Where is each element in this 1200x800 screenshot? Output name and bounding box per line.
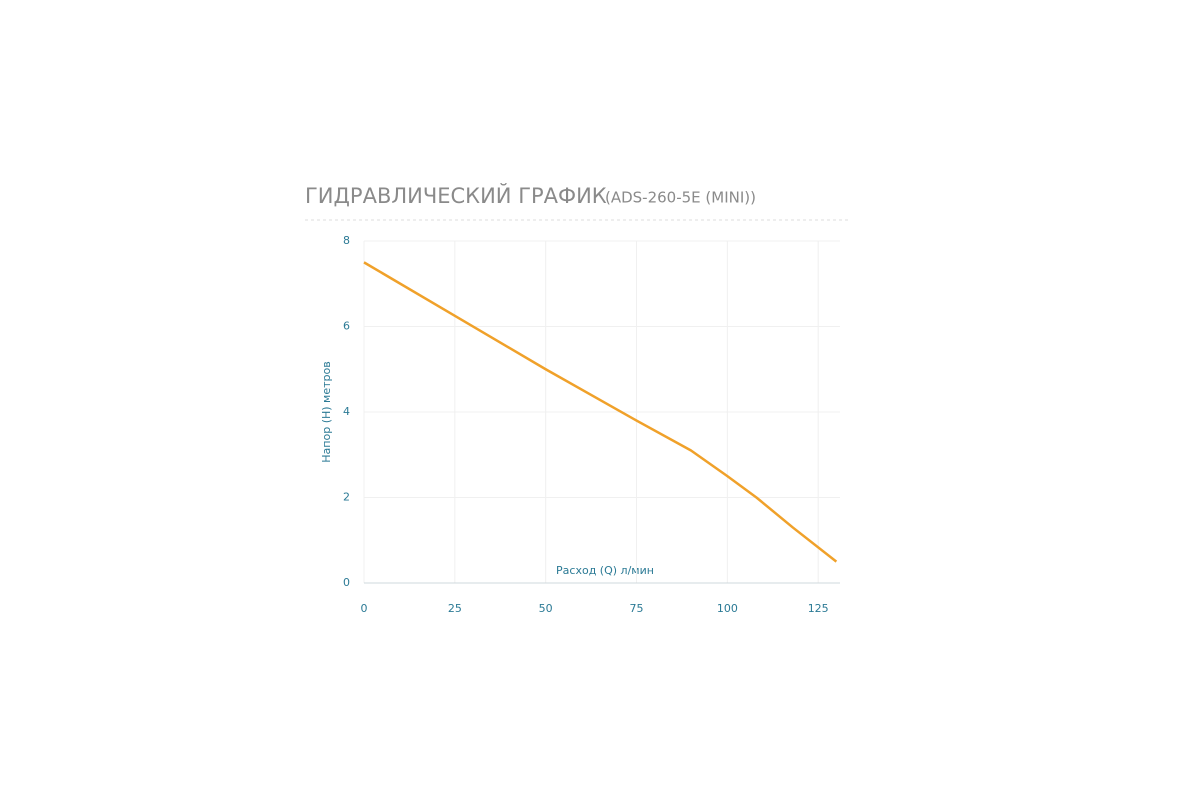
x-tick-label: 75 — [630, 602, 644, 615]
line-series — [363, 261, 838, 563]
y-tick-label: 0 — [343, 576, 350, 589]
y-tick-label: 8 — [343, 234, 350, 247]
x-axis-label: Расход (Q) л/мин — [556, 564, 654, 577]
y-axis-label: Напор (H) метров — [320, 361, 333, 462]
x-tick-label: 100 — [717, 602, 738, 615]
chart-subtitle: (ADS-260-5E (MINI)) — [605, 189, 756, 207]
x-tick-label: 50 — [539, 602, 553, 615]
y-tick-label: 4 — [343, 405, 350, 418]
y-tick-label: 2 — [343, 491, 350, 504]
x-tick-label: 25 — [448, 602, 462, 615]
x-tick-label: 125 — [808, 602, 829, 615]
y-tick-label: 6 — [343, 320, 350, 333]
x-tick-label: 0 — [361, 602, 368, 615]
chart-title: ГИДРАВЛИЧЕСКИЙ ГРАФИК — [305, 183, 607, 208]
